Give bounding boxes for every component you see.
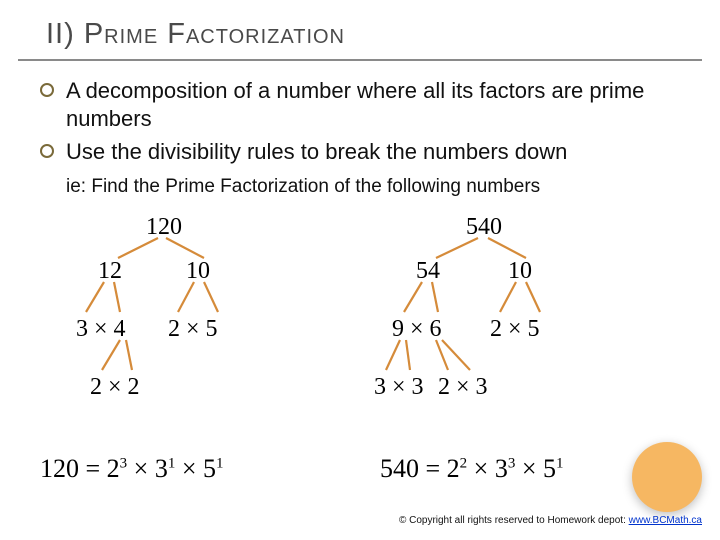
factor-tree-540: 540 54 10 9 × 6 2 × 5 3 × 3 2 × 3 [370,212,590,412]
tree-node: 9 × 6 [392,316,442,343]
bullet-ring-icon [40,144,54,158]
tree-node: 3 × 3 [374,374,424,401]
bullet-text: A decomposition of a number where all it… [66,77,680,132]
footer-prefix: © Copyright all rights reserved to Homew… [399,515,629,526]
bullet-item: A decomposition of a number where all it… [40,77,680,132]
factor-tree-120: 120 12 10 3 × 4 2 × 5 2 × 2 [70,212,270,412]
title-main: Prime Factorization [84,18,345,50]
tree-node: 3 × 4 [76,316,126,343]
tree-node: 12 [98,258,122,285]
tree-node: 2 × 3 [438,374,488,401]
tree-node: 10 [508,258,532,285]
factor-trees: 120 12 10 3 × 4 2 × 5 2 × 2 540 54 10 9 × 6 2 × 5… [40,204,680,484]
bullet-ring-icon [40,83,54,97]
result-expression-left: 120 = 23 × 31 × 51 [40,454,340,484]
tree-node: 2 × 5 [168,316,218,343]
page-title: II) Prime Factorization [46,18,674,51]
example-line: ie: Find the Prime Factorization of the … [66,176,680,198]
content-area: A decomposition of a number where all it… [0,61,720,484]
title-bar: II) Prime Factorization [18,0,702,61]
footer-copyright: © Copyright all rights reserved to Homew… [399,515,702,526]
title-prefix: II) [46,18,84,50]
tree-node: 10 [186,258,210,285]
bullet-text: Use the divisibility rules to break the … [66,138,567,166]
tree-root: 540 [466,214,502,241]
tree-node: 54 [416,258,440,285]
tree-node: 2 × 5 [490,316,540,343]
tree-root: 120 [146,214,182,241]
bullet-item: Use the divisibility rules to break the … [40,138,680,166]
tree-node: 2 × 2 [90,374,140,401]
footer-link[interactable]: www.BCMath.ca [629,515,702,526]
accent-circle-icon [632,442,702,512]
results-row: 120 = 23 × 31 × 51 540 = 22 × 33 × 51 [40,454,680,484]
result-expression-right: 540 = 22 × 33 × 51 [340,454,680,484]
